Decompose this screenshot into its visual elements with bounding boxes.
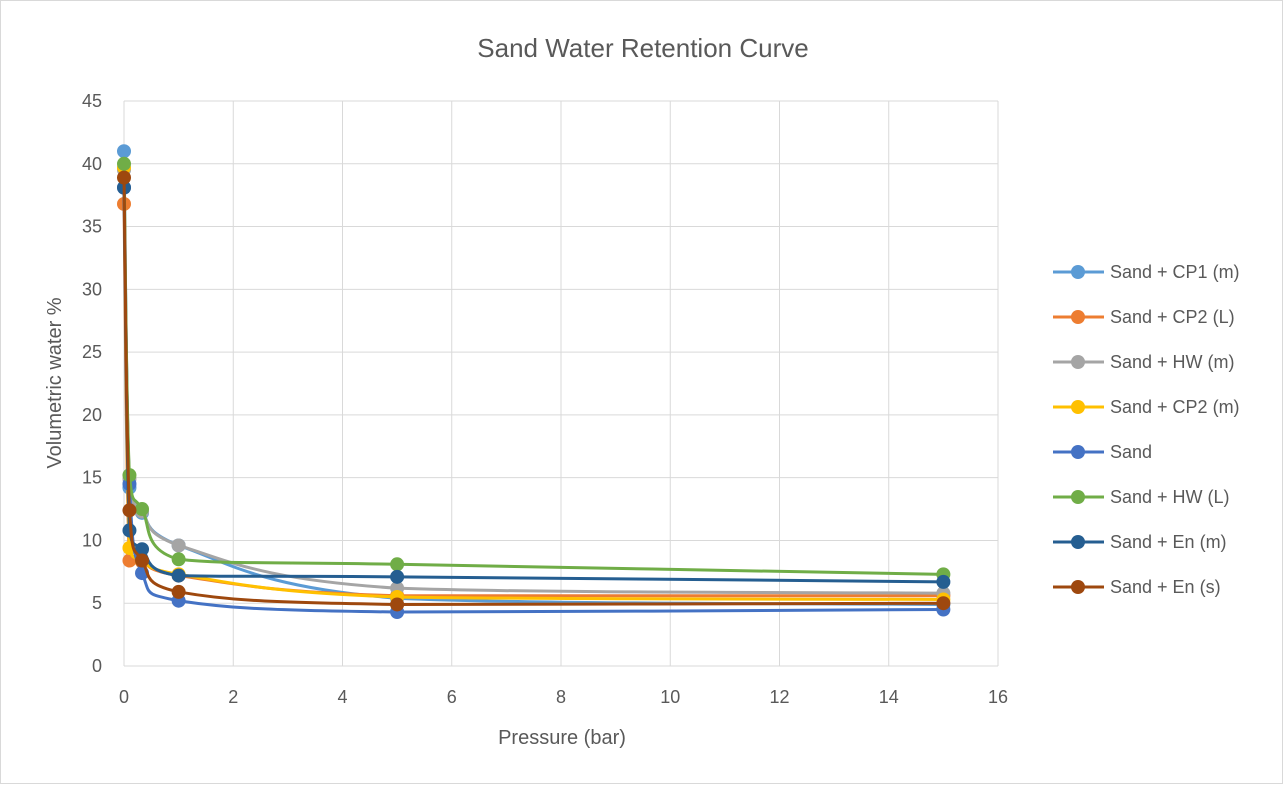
- series-line: [122, 187, 944, 584]
- legend-item: Sand + CP2 (L): [1053, 307, 1235, 327]
- chart-title: Sand Water Retention Curve: [477, 33, 808, 63]
- legend-label: Sand + CP2 (m): [1110, 397, 1240, 417]
- legend-item: Sand + En (s): [1053, 577, 1221, 597]
- y-tick-label: 30: [82, 279, 102, 299]
- data-point: [117, 144, 131, 159]
- series-sand-cp2-l: [117, 196, 951, 603]
- y-tick-label: 20: [82, 405, 102, 425]
- y-tick-label: 45: [82, 91, 102, 111]
- data-point: [171, 584, 186, 599]
- series-line: [122, 163, 944, 576]
- y-tick-label: 25: [82, 342, 102, 362]
- y-tick-label: 40: [82, 154, 102, 174]
- series-sand-en-m: [117, 180, 951, 589]
- series-sand-cp1-m: [117, 144, 951, 612]
- legend-label: Sand + HW (L): [1110, 487, 1230, 507]
- data-point: [171, 568, 186, 583]
- series-line: [122, 203, 944, 598]
- x-tick-label: 8: [556, 687, 566, 707]
- legend-label: Sand + CP2 (L): [1110, 307, 1235, 327]
- legend-item: Sand + En (m): [1053, 532, 1227, 552]
- y-tick-label: 35: [82, 217, 102, 237]
- data-point: [390, 557, 405, 572]
- legend-swatch-marker: [1071, 490, 1085, 504]
- data-point: [171, 538, 186, 553]
- data-point: [171, 552, 186, 567]
- data-point: [936, 596, 951, 611]
- y-tick-label: 5: [92, 593, 102, 613]
- series-line: [122, 151, 944, 606]
- data-point: [135, 502, 150, 517]
- data-point: [390, 569, 405, 584]
- data-point: [135, 542, 150, 557]
- legend-item: Sand: [1053, 442, 1152, 462]
- legend-item: Sand + CP2 (m): [1053, 397, 1240, 417]
- legend-item: Sand + CP1 (m): [1053, 262, 1240, 282]
- legend-label: Sand + En (m): [1110, 532, 1227, 552]
- data-point: [117, 156, 131, 171]
- y-axis-title: Volumetric water %: [44, 297, 66, 468]
- series-sand-hw-l: [117, 156, 951, 582]
- legend-swatch-marker: [1071, 535, 1085, 549]
- legend-item: Sand + HW (m): [1053, 352, 1235, 372]
- series-line: [122, 187, 944, 614]
- legend-label: Sand + HW (m): [1110, 352, 1235, 372]
- series-sand-en-s: [117, 170, 951, 612]
- legend-swatch-marker: [1071, 400, 1085, 414]
- legend: Sand + CP1 (m) Sand + CP2 (L) Sand + HW (m…: [1053, 262, 1240, 597]
- data-point: [936, 574, 951, 589]
- x-tick-label: 0: [119, 687, 129, 707]
- x-tick-label: 16: [988, 687, 1008, 707]
- data-point: [390, 597, 405, 612]
- x-tick-label: 14: [879, 687, 899, 707]
- y-axis-ticks: 0 5 10 15 20 25 30 35 40 45: [82, 91, 102, 676]
- y-tick-label: 15: [82, 468, 102, 488]
- series-line: [122, 167, 944, 601]
- series-sand: [117, 180, 951, 620]
- data-point: [122, 503, 137, 518]
- series-sand-cp2-m: [117, 160, 951, 607]
- y-tick-label: 10: [82, 530, 102, 550]
- legend-swatch-marker: [1071, 355, 1085, 369]
- x-axis-title: Pressure (bar): [498, 727, 626, 749]
- series-sand-hw-m: [117, 163, 951, 601]
- legend-swatch-marker: [1071, 445, 1085, 459]
- y-tick-label: 0: [92, 656, 102, 676]
- legend-label: Sand + En (s): [1110, 577, 1221, 597]
- series-group: [117, 144, 951, 620]
- x-tick-label: 12: [769, 687, 789, 707]
- x-axis-ticks: 0 2 4 6 8 10 12 14 16: [119, 687, 1008, 707]
- legend-item: Sand + HW (L): [1053, 487, 1230, 507]
- data-point: [135, 553, 150, 568]
- legend-swatch-marker: [1071, 580, 1085, 594]
- legend-swatch-marker: [1071, 310, 1085, 324]
- x-tick-label: 2: [228, 687, 238, 707]
- x-tick-label: 10: [660, 687, 680, 707]
- data-point: [117, 170, 131, 185]
- series-line: [122, 170, 944, 595]
- x-tick-label: 4: [337, 687, 347, 707]
- x-tick-label: 6: [447, 687, 457, 707]
- legend-label: Sand: [1110, 442, 1152, 462]
- legend-label: Sand + CP1 (m): [1110, 262, 1240, 282]
- legend-swatch-marker: [1071, 265, 1085, 279]
